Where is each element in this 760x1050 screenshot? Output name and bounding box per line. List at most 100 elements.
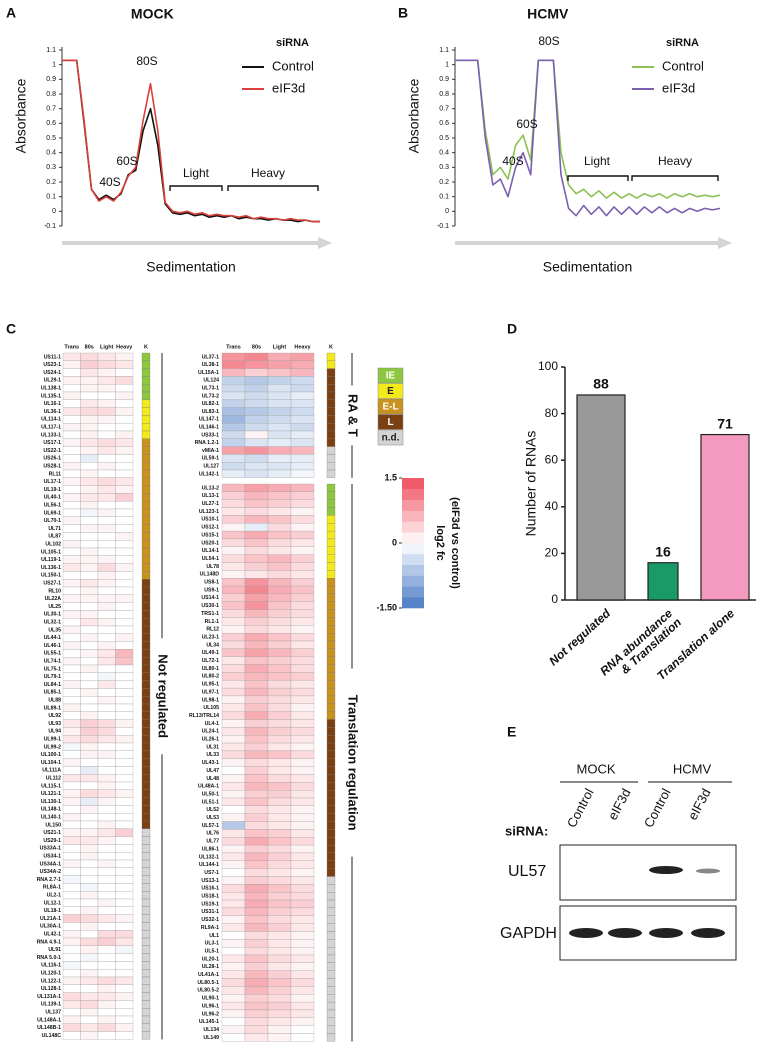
- y-tick-label: 0.7: [46, 106, 56, 113]
- y-tick-label: -0.1: [437, 223, 449, 230]
- heat-cell: [221, 376, 246, 385]
- heat-cell: [244, 593, 269, 602]
- heat-cell: [97, 438, 116, 447]
- heat-cell: [221, 491, 246, 500]
- heat-cell: [97, 875, 116, 884]
- gene-label: UL82-1: [202, 401, 219, 407]
- heat-cell: [80, 438, 99, 447]
- heat-cell: [80, 781, 99, 790]
- heat-cell: [97, 797, 116, 806]
- heat-cell: [244, 1033, 269, 1042]
- heat-cell: [115, 781, 134, 790]
- heat-cell: [267, 1009, 292, 1018]
- heat-cell: [221, 352, 246, 361]
- k-cell: [326, 727, 336, 736]
- heat-cell: [62, 423, 81, 432]
- colorbar-step: [402, 597, 424, 609]
- heat-cell: [221, 538, 246, 547]
- k-cell: [141, 384, 151, 393]
- heat-cell: [97, 735, 116, 744]
- heat-cell: [115, 898, 134, 907]
- heat-cell: [267, 617, 292, 626]
- k-cell: [141, 867, 151, 876]
- heat-cell: [97, 883, 116, 892]
- gene-label: US34A-1: [40, 861, 61, 867]
- heat-cell: [221, 947, 246, 956]
- heat-cell: [62, 454, 81, 463]
- heat-cell: [115, 727, 134, 736]
- heat-cell: [97, 1031, 116, 1040]
- heat-cell: [115, 625, 134, 634]
- k-cell: [141, 610, 151, 619]
- heat-cell: [80, 477, 99, 486]
- heat-cell: [115, 672, 134, 681]
- heat-cell: [221, 821, 246, 830]
- heat-cell: [221, 1025, 246, 1034]
- heat-cell: [267, 876, 292, 885]
- heat-cell: [97, 992, 116, 1001]
- heat-cell: [80, 579, 99, 588]
- k-cell: [141, 719, 151, 728]
- gene-label: US14-1: [201, 595, 219, 601]
- heat-cell: [221, 813, 246, 822]
- heat-cell: [80, 922, 99, 931]
- k-cell: [141, 992, 151, 1001]
- heat-cell: [80, 1031, 99, 1040]
- heat-cell: [244, 899, 269, 909]
- gene-label: UL17-1: [44, 479, 61, 485]
- band: [649, 928, 683, 938]
- heat-cell: [221, 617, 246, 626]
- heat-cell: [62, 867, 81, 876]
- gene-label: UL15A-1: [198, 370, 219, 376]
- k-cell: [326, 672, 336, 681]
- heat-cell: [267, 368, 292, 377]
- lane-label: eIF3d: [685, 786, 714, 822]
- k-cell: [141, 836, 151, 845]
- heat-cell: [80, 430, 99, 439]
- k-cell: [141, 532, 151, 541]
- heat-cell: [62, 571, 81, 580]
- gene-label: RL11: [49, 471, 62, 477]
- heat-cell: [267, 352, 292, 361]
- heat-cell: [221, 978, 246, 987]
- heat-cell: [290, 931, 315, 940]
- k-cell: [141, 391, 151, 400]
- gene-label: UL135-1: [41, 393, 61, 399]
- gene-label: UL91: [48, 947, 61, 953]
- heat-cell: [267, 640, 292, 649]
- k-cell: [326, 994, 336, 1003]
- heat-cell: [62, 781, 81, 790]
- panel-label: E: [507, 724, 516, 740]
- heat-cell: [62, 540, 81, 549]
- heat-cell: [62, 618, 81, 627]
- heat-cell: [290, 947, 315, 956]
- k-cell: [326, 483, 336, 492]
- heat-cell: [244, 711, 269, 720]
- k-cell: [141, 633, 151, 642]
- heat-cell: [221, 986, 246, 995]
- heat-cell: [97, 696, 116, 705]
- k-cell: [141, 945, 151, 954]
- heat-cell: [221, 852, 246, 861]
- heat-cell: [244, 491, 269, 500]
- gene-label: UL18-1: [44, 908, 61, 914]
- heat-cell: [80, 423, 99, 432]
- heat-cell: [221, 585, 246, 595]
- gene-label: RNA 1.2-1: [195, 440, 219, 446]
- k-cell: [141, 540, 151, 549]
- heat-cell: [221, 499, 246, 508]
- gene-label: UL35: [48, 627, 61, 633]
- heat-cell: [80, 586, 99, 595]
- heat-cell: [267, 939, 292, 948]
- heat-cell: [115, 750, 134, 759]
- k-cell: [326, 742, 336, 752]
- heat-cell: [62, 688, 81, 697]
- k-cell: [326, 454, 336, 463]
- heat-cell: [115, 828, 134, 837]
- heat-cell: [115, 477, 134, 486]
- heat-cell: [267, 538, 292, 547]
- gene-label: UL140-1: [41, 814, 61, 820]
- gene-label: UL114-1: [41, 417, 61, 423]
- k-cell: [141, 586, 151, 595]
- heat-cell: [62, 376, 81, 385]
